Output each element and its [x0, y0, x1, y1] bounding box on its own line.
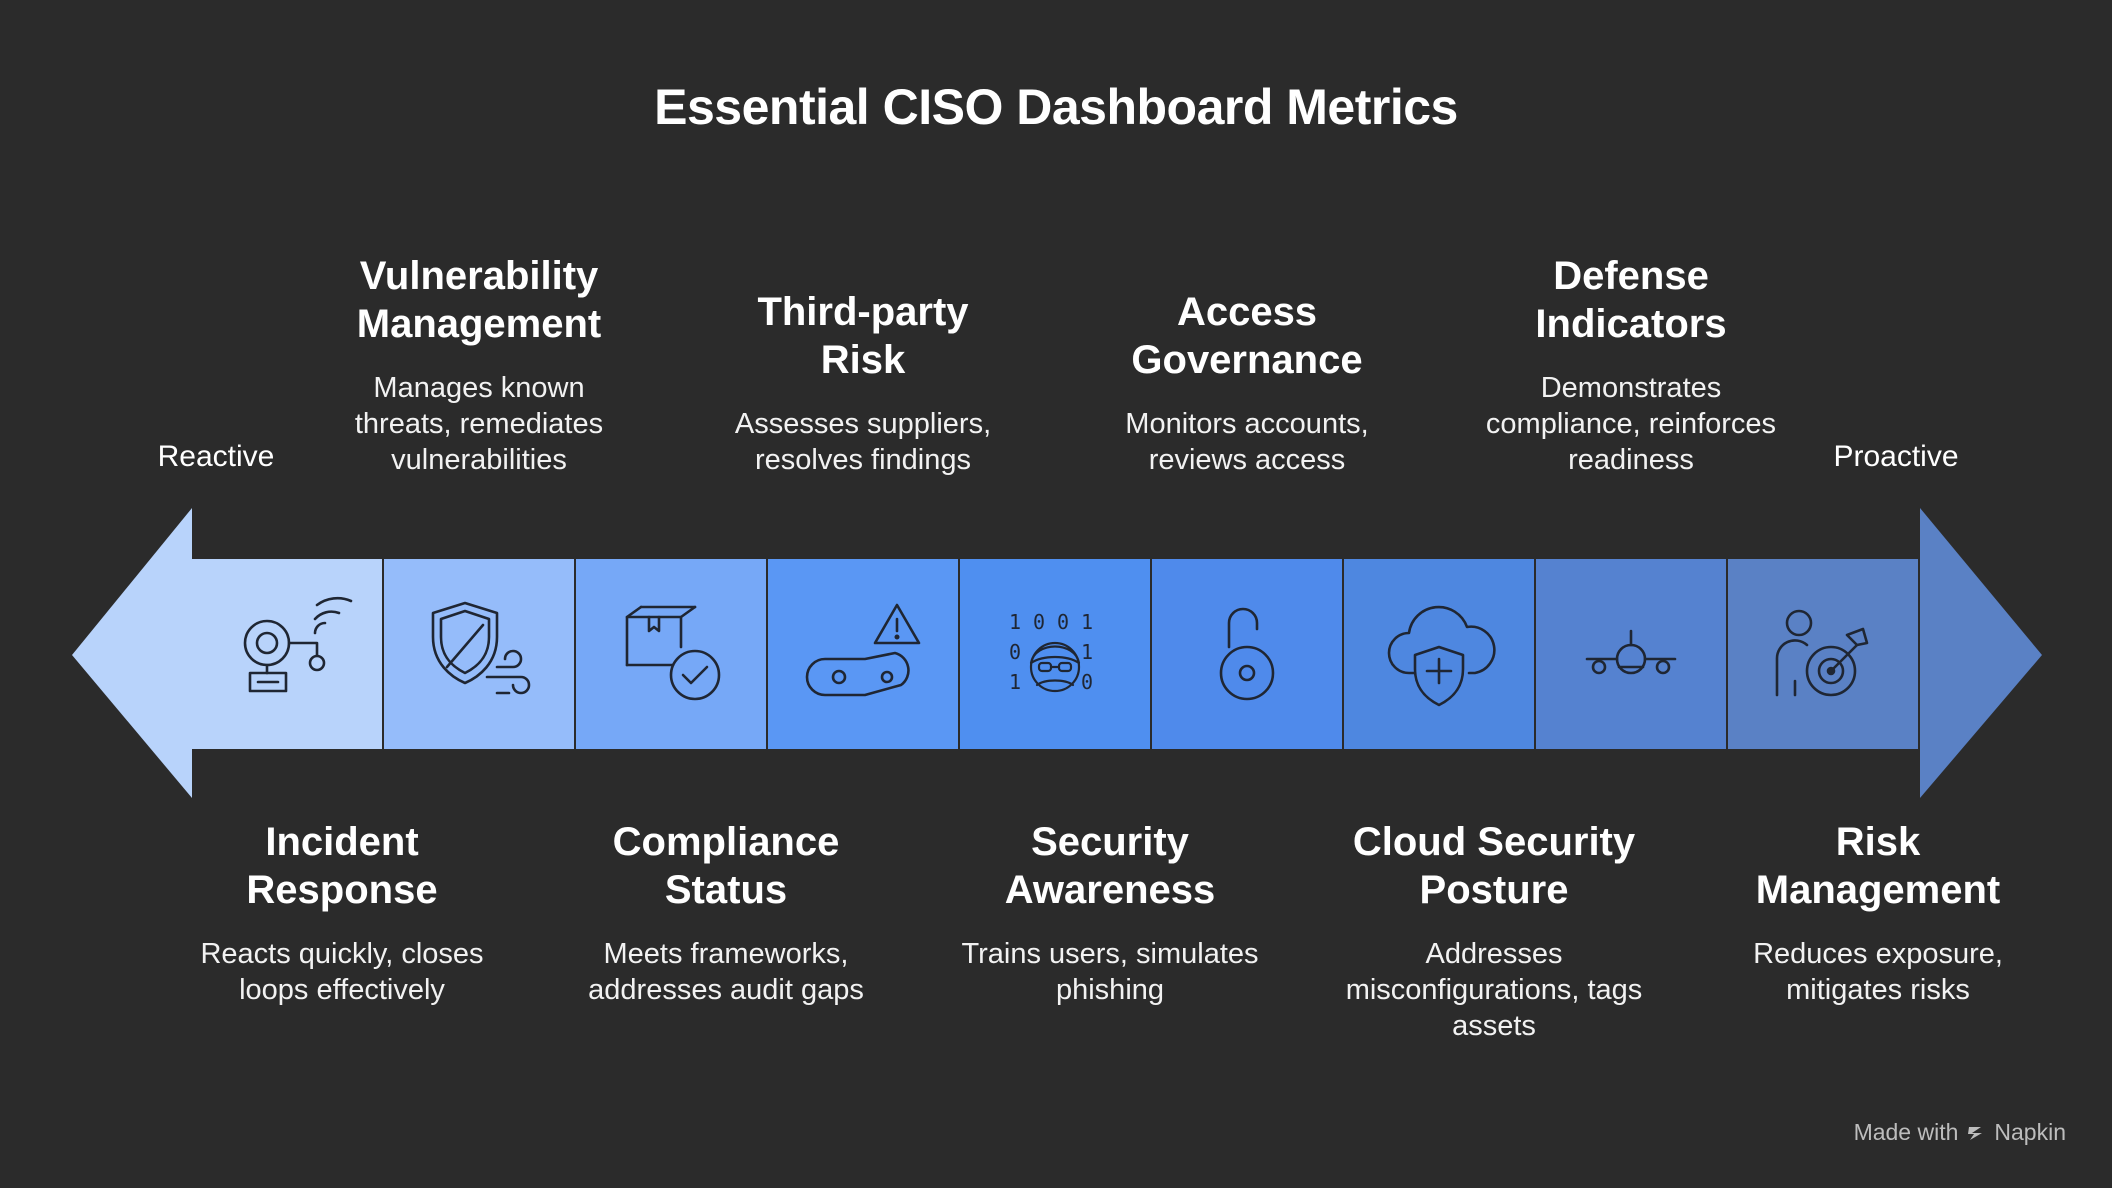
- metric-heading: Third-party Risk: [757, 290, 969, 382]
- svg-text:0: 0: [1057, 610, 1069, 634]
- metric-caption-2: Vulnerability Management Manages known th…: [329, 252, 629, 478]
- svg-text:1: 1: [1009, 610, 1021, 634]
- svg-text:0: 0: [1009, 640, 1021, 664]
- segment-5: [960, 559, 1150, 749]
- metric-description: Monitors accounts, reviews access: [1125, 408, 1369, 476]
- segment-4: [768, 559, 958, 749]
- metric-description: Meets frameworks, addresses audit gaps: [588, 938, 864, 1006]
- watermark[interactable]: Made with Napkin: [1854, 1119, 2066, 1146]
- alarm-bell-icon: [243, 596, 353, 693]
- metric-caption-8: Defense Indicators Demonstrates complianc…: [1481, 252, 1781, 478]
- page-title: Essential CISO Dashboard Metrics: [654, 79, 1458, 135]
- metric-caption-3: Compliance Status Meets frameworks, addre…: [576, 818, 876, 1008]
- segment-8: [1536, 559, 1726, 749]
- metric-heading: Compliance Status: [612, 820, 840, 912]
- metric-description: Trains users, simulates phishing: [961, 938, 1259, 1006]
- segment-9: [1728, 559, 1918, 749]
- metric-heading: Incident Response: [246, 820, 438, 912]
- person-target-icon: [1775, 609, 1869, 697]
- proactive-label: Proactive: [1833, 440, 1959, 473]
- shield-wind-icon: [431, 601, 531, 695]
- metric-heading: Defense Indicators: [1535, 254, 1727, 346]
- watermark-brand: Napkin: [1994, 1119, 2066, 1145]
- watermark-prefix: Made with: [1853, 1119, 1959, 1145]
- metric-description: Reacts quickly, closes loops effectively: [200, 938, 484, 1006]
- metric-heading: Access Governance: [1131, 290, 1363, 382]
- segment-2: [384, 559, 574, 749]
- cloud-shield-icon: [1387, 605, 1496, 707]
- reactive-label: Reactive: [157, 440, 275, 473]
- segment-3: [576, 559, 766, 749]
- napkin-logo-icon: [1968, 1126, 1983, 1140]
- segment-7: [1344, 559, 1534, 749]
- svg-text:1: 1: [1009, 670, 1021, 694]
- package-check-icon: [625, 605, 721, 701]
- metric-caption-6: Access Governance Monitors accounts, revi…: [1097, 288, 1397, 478]
- metric-description: Demonstrates compliance, reinforces read…: [1485, 372, 1777, 476]
- metric-caption-9: Risk Management Reduces exposure, mitigat…: [1728, 818, 2028, 1008]
- metric-heading: Vulnerability Management: [356, 254, 602, 346]
- svg-text:0: 0: [1033, 610, 1045, 634]
- padlock-icon: [1219, 607, 1275, 701]
- metric-heading: Cloud Security Posture: [1352, 820, 1636, 912]
- metric-caption-7: Cloud Security Posture Addresses misconfi…: [1344, 818, 1644, 1044]
- metric-description: Assesses suppliers, resolves findings: [734, 408, 992, 476]
- metric-heading: Risk Management: [1755, 820, 2001, 912]
- metric-caption-1: Incident Response Reacts quickly, closes …: [192, 818, 492, 1008]
- svg-text:1: 1: [1081, 640, 1093, 664]
- arrow-head-left: [72, 508, 192, 798]
- metric-description: Manages known threats, remediates vulner…: [354, 372, 604, 476]
- aircraft-target-icon: [1585, 629, 1677, 675]
- conveyor-warning-icon: [805, 603, 921, 697]
- metric-heading: Security Awareness: [1004, 820, 1216, 912]
- svg-text:1: 1: [1081, 610, 1093, 634]
- segment-6: [1152, 559, 1342, 749]
- arrow-head-right: [1920, 508, 2042, 798]
- metric-caption-5: Security Awareness Trains users, simulate…: [960, 818, 1260, 1008]
- metric-description: Addresses misconfigurations, tags assets: [1345, 938, 1643, 1042]
- svg-text:0: 0: [1081, 670, 1093, 694]
- metric-caption-4: Third-party Risk Assesses suppliers, reso…: [713, 288, 1013, 478]
- metric-description: Reduces exposure, mitigates risks: [1753, 938, 2003, 1006]
